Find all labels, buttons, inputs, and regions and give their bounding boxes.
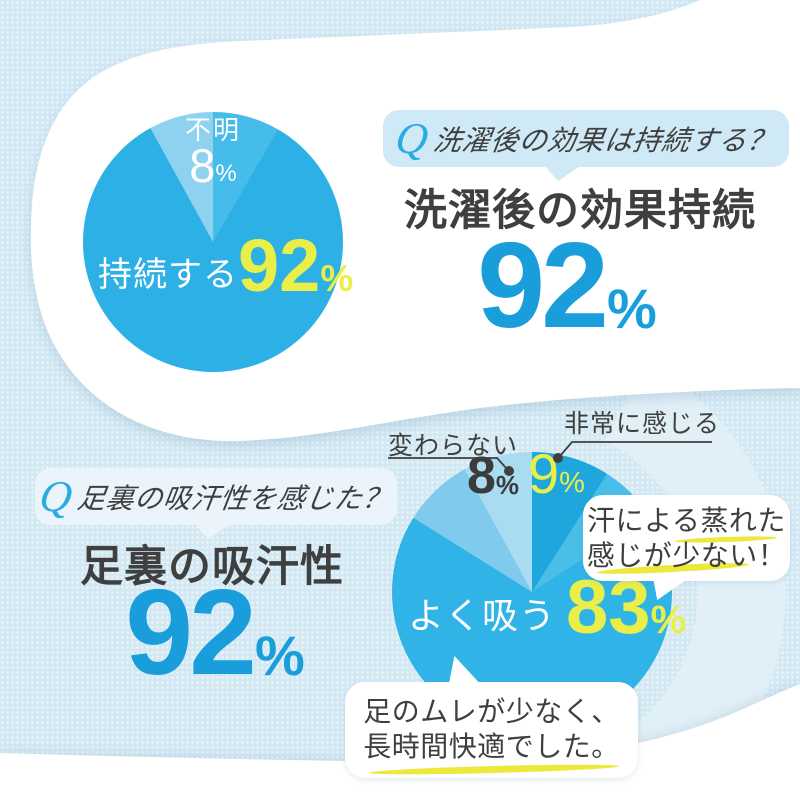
section-1-big-value: 92 [477,217,609,353]
section-2-title: 足裏の吸汗性 [80,543,344,591]
question-badge-1: Q 洗濯後の効果は持続する？ [383,110,789,167]
question-badge-2: Q 足裏の吸汗性を感じた？ [35,468,397,525]
section-1-big-unit: % [606,277,657,341]
section-1-big-percentage: 92 % [417,217,717,353]
question-2-text: 足裏の吸汗性を感じた？ [75,482,394,514]
pie1-major-slice-label: 持続する 92 % [98,224,354,307]
pie1-major-slice-name: 持続する [98,256,238,294]
pie-chart-wash-durability [83,112,343,372]
pie2-slice-label-feel-strongly: 非常に感じる [564,410,721,438]
pie2-feel-strongly-value: 9 % [528,442,585,505]
question-1-text: 洗濯後の効果は持続する？ [431,124,778,156]
pie1-minor-slice-name: 不明 [184,115,241,145]
pie1-major-slice-unit: % [320,257,354,299]
comment-1-line-1: 汗による蒸れた [587,505,786,536]
yellow-highlight-stroke [368,762,620,777]
pie1-major-slice-value: 92 [238,224,321,307]
section-2-big-unit: % [254,624,305,688]
q-letter-icon: Q [36,471,76,521]
comment-bubble-1: 汗による蒸れた 感じが少ない！ [583,495,790,581]
section-1-title: 洗濯後の効果持続 [404,187,756,235]
pie2-major-slice-unit: % [650,597,687,642]
pie1-minor-slice-label: 不明 8 % [146,110,280,192]
pie2-major-slice-name: よく吸う [408,595,557,636]
comment-1-line-2: 感じが少ない！ [586,540,787,571]
section-2-big-percentage: 92 % [40,564,390,700]
pie2-major-slice-label: よく吸う 83 % [408,565,687,650]
pie2-no-change-value: 8 % [467,447,520,505]
pie2-major-slice-value: 83 [566,565,651,650]
section-2-big-value: 92 [125,564,257,700]
comment-bubble-2: 足のムレが少なく、 長時間快適でした。 [345,682,638,778]
q-letter-icon: Q [392,113,432,163]
comment-2-line-2: 長時間快適でした。 [363,731,620,762]
pie1-minor-slice-value: 8 % [189,139,237,192]
comment-2-line-1: 足のムレが少なく、 [363,696,620,727]
pie2-slice-label-no-change: 変わらない [388,432,519,460]
